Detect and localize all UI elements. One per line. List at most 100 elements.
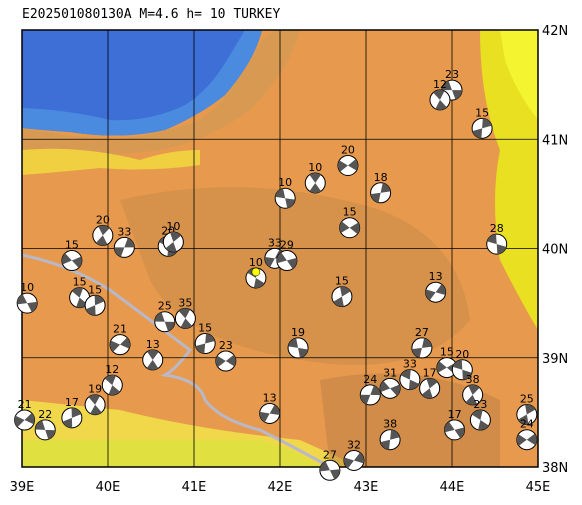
compression-quadrant <box>518 404 536 425</box>
focal-mechanism <box>462 384 484 406</box>
depth-label: 10 <box>308 161 322 174</box>
depth-label: 19 <box>291 326 305 339</box>
depth-label: 15 <box>88 283 102 296</box>
compression-quadrant <box>487 234 507 255</box>
focal-mechanism <box>444 419 466 441</box>
depth-label: 35 <box>178 296 192 309</box>
focal-mechanism <box>101 374 123 396</box>
y-tick-label: 41N <box>542 133 568 148</box>
depth-label: 10 <box>20 281 34 294</box>
x-tick-label: 42E <box>268 480 293 495</box>
depth-label: 25 <box>520 393 534 406</box>
focal-mechanism <box>215 350 237 372</box>
focal-mechanism <box>339 217 361 239</box>
depth-label: 10 <box>249 256 263 269</box>
compression-quadrant <box>343 452 364 469</box>
focal-mechanism <box>319 459 341 481</box>
focal-mechanism <box>113 236 135 258</box>
depth-label: 29 <box>280 239 294 252</box>
compression-quadrant <box>71 287 88 308</box>
focal-mechanism <box>343 449 365 471</box>
compression-quadrant <box>339 221 360 235</box>
focal-mechanism <box>274 187 296 209</box>
x-tick-label: 41E <box>182 480 207 495</box>
focal-mechanism <box>84 294 106 316</box>
x-tick-label: 44E <box>440 480 465 495</box>
focal-mechanism <box>154 311 176 333</box>
compression-quadrant <box>146 349 159 370</box>
focal-mechanism <box>516 429 538 451</box>
depth-label: 20 <box>455 348 469 361</box>
focal-mechanism <box>109 334 131 356</box>
depth-label: 15 <box>440 346 454 359</box>
focal-mechanism <box>142 349 164 371</box>
focal-mechanism <box>259 402 281 424</box>
compression-quadrant <box>380 429 400 450</box>
compression-quadrant <box>400 369 419 390</box>
compression-quadrant <box>96 225 110 246</box>
compression-quadrant <box>319 461 340 480</box>
compression-quadrant <box>275 188 296 209</box>
header: E202501080130A M=4.6 h= 10 TURKEY <box>22 7 280 22</box>
compression-quadrant <box>17 294 38 313</box>
depth-label: 17 <box>423 366 437 379</box>
beachball <box>92 224 114 246</box>
depth-label: 24 <box>520 418 534 431</box>
focal-mechanism <box>14 409 36 431</box>
compression-quadrant <box>444 421 465 439</box>
compression-quadrant <box>259 404 280 423</box>
depth-label: 15 <box>343 206 357 219</box>
focal-mechanism <box>84 394 106 416</box>
depth-label: 18 <box>374 171 388 184</box>
x-tick-label: 39E <box>10 480 35 495</box>
depth-label: 27 <box>415 326 429 339</box>
compression-quadrant <box>411 338 432 358</box>
focal-mechanism <box>61 407 83 429</box>
focal-mechanism <box>287 337 309 359</box>
x-tick-label: 43E <box>354 480 379 495</box>
depth-label: 31 <box>383 366 397 379</box>
focal-mechanism <box>337 154 359 176</box>
depth-label: 24 <box>363 373 377 386</box>
depth-label: 13 <box>263 391 277 404</box>
depth-label: 32 <box>347 438 361 451</box>
compression-quadrant <box>442 80 462 100</box>
compression-quadrant <box>337 159 358 172</box>
y-tick-label: 38N <box>542 461 568 476</box>
compression-quadrant <box>61 253 82 268</box>
focal-mechanism <box>92 224 114 246</box>
x-tick-label: 45E <box>526 480 551 495</box>
depth-label: 33 <box>117 225 131 238</box>
compression-quadrant <box>360 385 381 405</box>
focal-mechanism <box>486 233 508 255</box>
focal-mechanism <box>276 250 298 272</box>
focal-mechanism <box>370 182 392 204</box>
depth-label: 25 <box>158 300 172 313</box>
compression-quadrant <box>88 394 102 415</box>
focal-mechanism <box>304 172 326 194</box>
focal-mechanism <box>331 286 353 308</box>
compression-quadrant <box>110 337 131 352</box>
depth-label: 20 <box>96 213 110 226</box>
depth-label: 21 <box>18 398 32 411</box>
focal-mechanism <box>174 307 196 329</box>
compression-quadrant <box>178 308 193 329</box>
focal-mechanism <box>451 359 473 381</box>
focal-mechanism <box>194 333 216 355</box>
depth-label: 23 <box>219 339 233 352</box>
compression-quadrant <box>472 118 492 139</box>
focal-mechanism <box>419 377 441 399</box>
depth-label: 17 <box>448 408 462 421</box>
focal-mechanism <box>34 419 56 441</box>
depth-label: 15 <box>335 275 349 288</box>
compression-quadrant <box>309 172 321 193</box>
compression-quadrant <box>433 89 447 110</box>
x-tick-label: 40E <box>96 480 121 495</box>
compression-quadrant <box>165 231 182 252</box>
depth-label: 12 <box>433 78 447 91</box>
depth-label: 22 <box>38 408 52 421</box>
depth-label: 33 <box>403 358 417 371</box>
focal-mechanism <box>245 267 267 289</box>
focal-mechanism <box>16 292 38 314</box>
